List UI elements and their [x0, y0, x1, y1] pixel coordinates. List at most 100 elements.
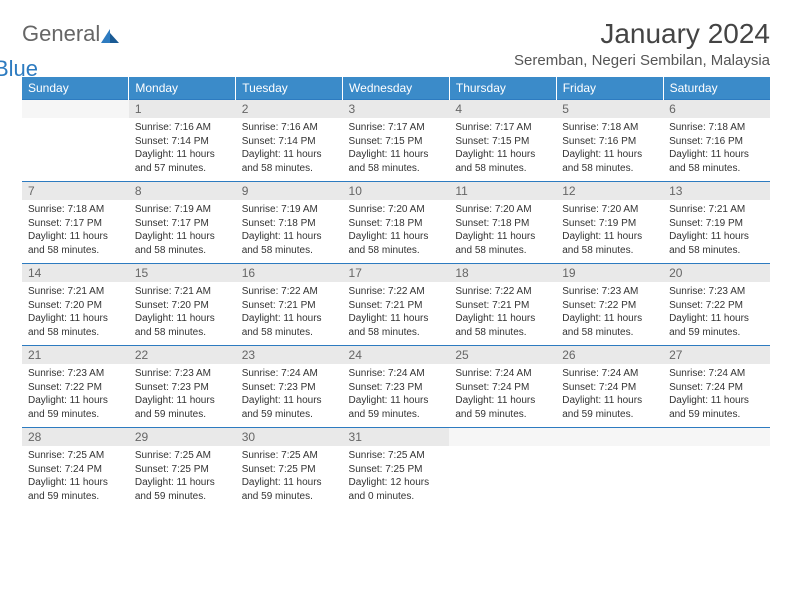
- daylight-text: Daylight: 11 hours and 58 minutes.: [28, 312, 123, 339]
- daylight-text: Daylight: 11 hours and 58 minutes.: [135, 230, 230, 257]
- daylight-text: Daylight: 11 hours and 58 minutes.: [562, 148, 657, 175]
- sunset-text: Sunset: 7:19 PM: [669, 217, 764, 231]
- sunset-text: Sunset: 7:21 PM: [242, 299, 337, 313]
- sunset-text: Sunset: 7:25 PM: [242, 463, 337, 477]
- day-info-row: Sunrise: 7:21 AMSunset: 7:20 PMDaylight:…: [22, 282, 770, 346]
- sunrise-text: Sunrise: 7:24 AM: [455, 367, 550, 381]
- sunset-text: Sunset: 7:24 PM: [28, 463, 123, 477]
- logo: General Blue: [22, 18, 119, 66]
- sunrise-text: Sunrise: 7:25 AM: [28, 449, 123, 463]
- sunset-text: Sunset: 7:22 PM: [562, 299, 657, 313]
- day-info-cell: Sunrise: 7:25 AMSunset: 7:25 PMDaylight:…: [236, 446, 343, 509]
- day-number-cell: 29: [129, 428, 236, 447]
- sunrise-text: Sunrise: 7:24 AM: [562, 367, 657, 381]
- day-number-cell: 8: [129, 182, 236, 201]
- day-info-row: Sunrise: 7:16 AMSunset: 7:14 PMDaylight:…: [22, 118, 770, 182]
- day-number-cell: 5: [556, 100, 663, 119]
- daylight-text: Daylight: 11 hours and 59 minutes.: [562, 394, 657, 421]
- daylight-text: Daylight: 11 hours and 59 minutes.: [242, 476, 337, 503]
- day-header: Saturday: [663, 77, 770, 100]
- sunrise-text: Sunrise: 7:23 AM: [669, 285, 764, 299]
- day-info-cell: Sunrise: 7:23 AMSunset: 7:22 PMDaylight:…: [556, 282, 663, 346]
- day-number-cell: 30: [236, 428, 343, 447]
- day-header: Sunday: [22, 77, 129, 100]
- day-number-cell: [663, 428, 770, 447]
- day-header: Wednesday: [343, 77, 450, 100]
- sunrise-text: Sunrise: 7:25 AM: [349, 449, 444, 463]
- day-info-cell: Sunrise: 7:24 AMSunset: 7:24 PMDaylight:…: [449, 364, 556, 428]
- day-info-cell: Sunrise: 7:25 AMSunset: 7:25 PMDaylight:…: [343, 446, 450, 509]
- daylight-text: Daylight: 11 hours and 59 minutes.: [669, 394, 764, 421]
- day-header: Monday: [129, 77, 236, 100]
- daylight-text: Daylight: 11 hours and 59 minutes.: [669, 312, 764, 339]
- day-number-cell: 20: [663, 264, 770, 283]
- day-number-cell: 11: [449, 182, 556, 201]
- sunrise-text: Sunrise: 7:25 AM: [135, 449, 230, 463]
- day-number-cell: 4: [449, 100, 556, 119]
- daylight-text: Daylight: 11 hours and 58 minutes.: [135, 312, 230, 339]
- daylight-text: Daylight: 11 hours and 58 minutes.: [455, 312, 550, 339]
- sunset-text: Sunset: 7:18 PM: [349, 217, 444, 231]
- sunset-text: Sunset: 7:22 PM: [669, 299, 764, 313]
- sunrise-text: Sunrise: 7:16 AM: [242, 121, 337, 135]
- sunrise-text: Sunrise: 7:24 AM: [242, 367, 337, 381]
- sunset-text: Sunset: 7:22 PM: [28, 381, 123, 395]
- logo-triangle-icon: [101, 29, 110, 43]
- calendar-page: General Blue January 2024 Seremban, Nege…: [0, 0, 792, 509]
- sunset-text: Sunset: 7:16 PM: [669, 135, 764, 149]
- sunset-text: Sunset: 7:15 PM: [455, 135, 550, 149]
- day-info-cell: [663, 446, 770, 509]
- day-info-cell: Sunrise: 7:17 AMSunset: 7:15 PMDaylight:…: [449, 118, 556, 182]
- day-info-row: Sunrise: 7:18 AMSunset: 7:17 PM Daylight:…: [22, 200, 770, 264]
- daylight-text: Daylight: 11 hours and 58 minutes.: [349, 230, 444, 257]
- day-number-cell: 21: [22, 346, 129, 365]
- day-number-cell: 25: [449, 346, 556, 365]
- sunrise-text: Sunrise: 7:18 AM: [28, 203, 123, 217]
- sunrise-text: Sunrise: 7:23 AM: [135, 367, 230, 381]
- sunrise-text: Sunrise: 7:16 AM: [135, 121, 230, 135]
- day-number-cell: 23: [236, 346, 343, 365]
- logo-part1: General: [22, 24, 119, 45]
- sunset-text: Sunset: 7:15 PM: [349, 135, 444, 149]
- daylight-text: Daylight: 11 hours and 59 minutes.: [242, 394, 337, 421]
- daylight-text: Daylight: 11 hours and 58 minutes.: [562, 230, 657, 257]
- day-info-cell: Sunrise: 7:23 AMSunset: 7:22 PMDaylight:…: [22, 364, 129, 428]
- day-info-row: Sunrise: 7:25 AMSunset: 7:24 PMDaylight:…: [22, 446, 770, 509]
- day-number-cell: 17: [343, 264, 450, 283]
- sunrise-text: Sunrise: 7:17 AM: [349, 121, 444, 135]
- sunset-text: Sunset: 7:17 PM: [28, 217, 123, 231]
- sunset-text: Sunset: 7:18 PM: [455, 217, 550, 231]
- daylight-text: Daylight: 11 hours and 58 minutes.: [562, 312, 657, 339]
- day-info-cell: Sunrise: 7:20 AMSunset: 7:19 PMDaylight:…: [556, 200, 663, 264]
- sunrise-text: Sunrise: 7:24 AM: [669, 367, 764, 381]
- sunrise-text: Sunrise: 7:20 AM: [349, 203, 444, 217]
- day-info-cell: Sunrise: 7:18 AMSunset: 7:16 PMDaylight:…: [663, 118, 770, 182]
- day-info-cell: Sunrise: 7:24 AMSunset: 7:24 PMDaylight:…: [556, 364, 663, 428]
- day-info-cell: Sunrise: 7:18 AMSunset: 7:16 PMDaylight:…: [556, 118, 663, 182]
- day-number-cell: 24: [343, 346, 450, 365]
- day-info-cell: Sunrise: 7:16 AMSunset: 7:14 PMDaylight:…: [129, 118, 236, 182]
- page-header: General Blue January 2024 Seremban, Nege…: [22, 18, 770, 69]
- sunrise-text: Sunrise: 7:22 AM: [349, 285, 444, 299]
- sunrise-text: Sunrise: 7:18 AM: [669, 121, 764, 135]
- day-info-cell: [556, 446, 663, 509]
- day-number-cell: 14: [22, 264, 129, 283]
- day-number-cell: 6: [663, 100, 770, 119]
- sunset-text: Sunset: 7:24 PM: [669, 381, 764, 395]
- day-number-cell: 28: [22, 428, 129, 447]
- day-info-cell: Sunrise: 7:19 AMSunset: 7:17 PMDaylight:…: [129, 200, 236, 264]
- daylight-text: Daylight: 11 hours and 57 minutes.: [135, 148, 230, 175]
- sunset-text: Sunset: 7:25 PM: [135, 463, 230, 477]
- logo-part2: Blue: [0, 59, 91, 80]
- day-info-cell: Sunrise: 7:22 AMSunset: 7:21 PMDaylight:…: [236, 282, 343, 346]
- sunrise-text: Sunrise: 7:25 AM: [242, 449, 337, 463]
- logo-text: General Blue: [22, 24, 119, 66]
- sunset-text: Sunset: 7:23 PM: [135, 381, 230, 395]
- day-number-cell: 31: [343, 428, 450, 447]
- sunset-text: Sunset: 7:14 PM: [135, 135, 230, 149]
- daylight-text: Daylight: 11 hours and 58 minutes.: [349, 312, 444, 339]
- sunrise-text: Sunrise: 7:19 AM: [135, 203, 230, 217]
- daylight-text: Daylight: 11 hours and 58 minutes.: [669, 148, 764, 175]
- day-info-cell: Sunrise: 7:20 AMSunset: 7:18 PMDaylight:…: [343, 200, 450, 264]
- day-number-cell: 18: [449, 264, 556, 283]
